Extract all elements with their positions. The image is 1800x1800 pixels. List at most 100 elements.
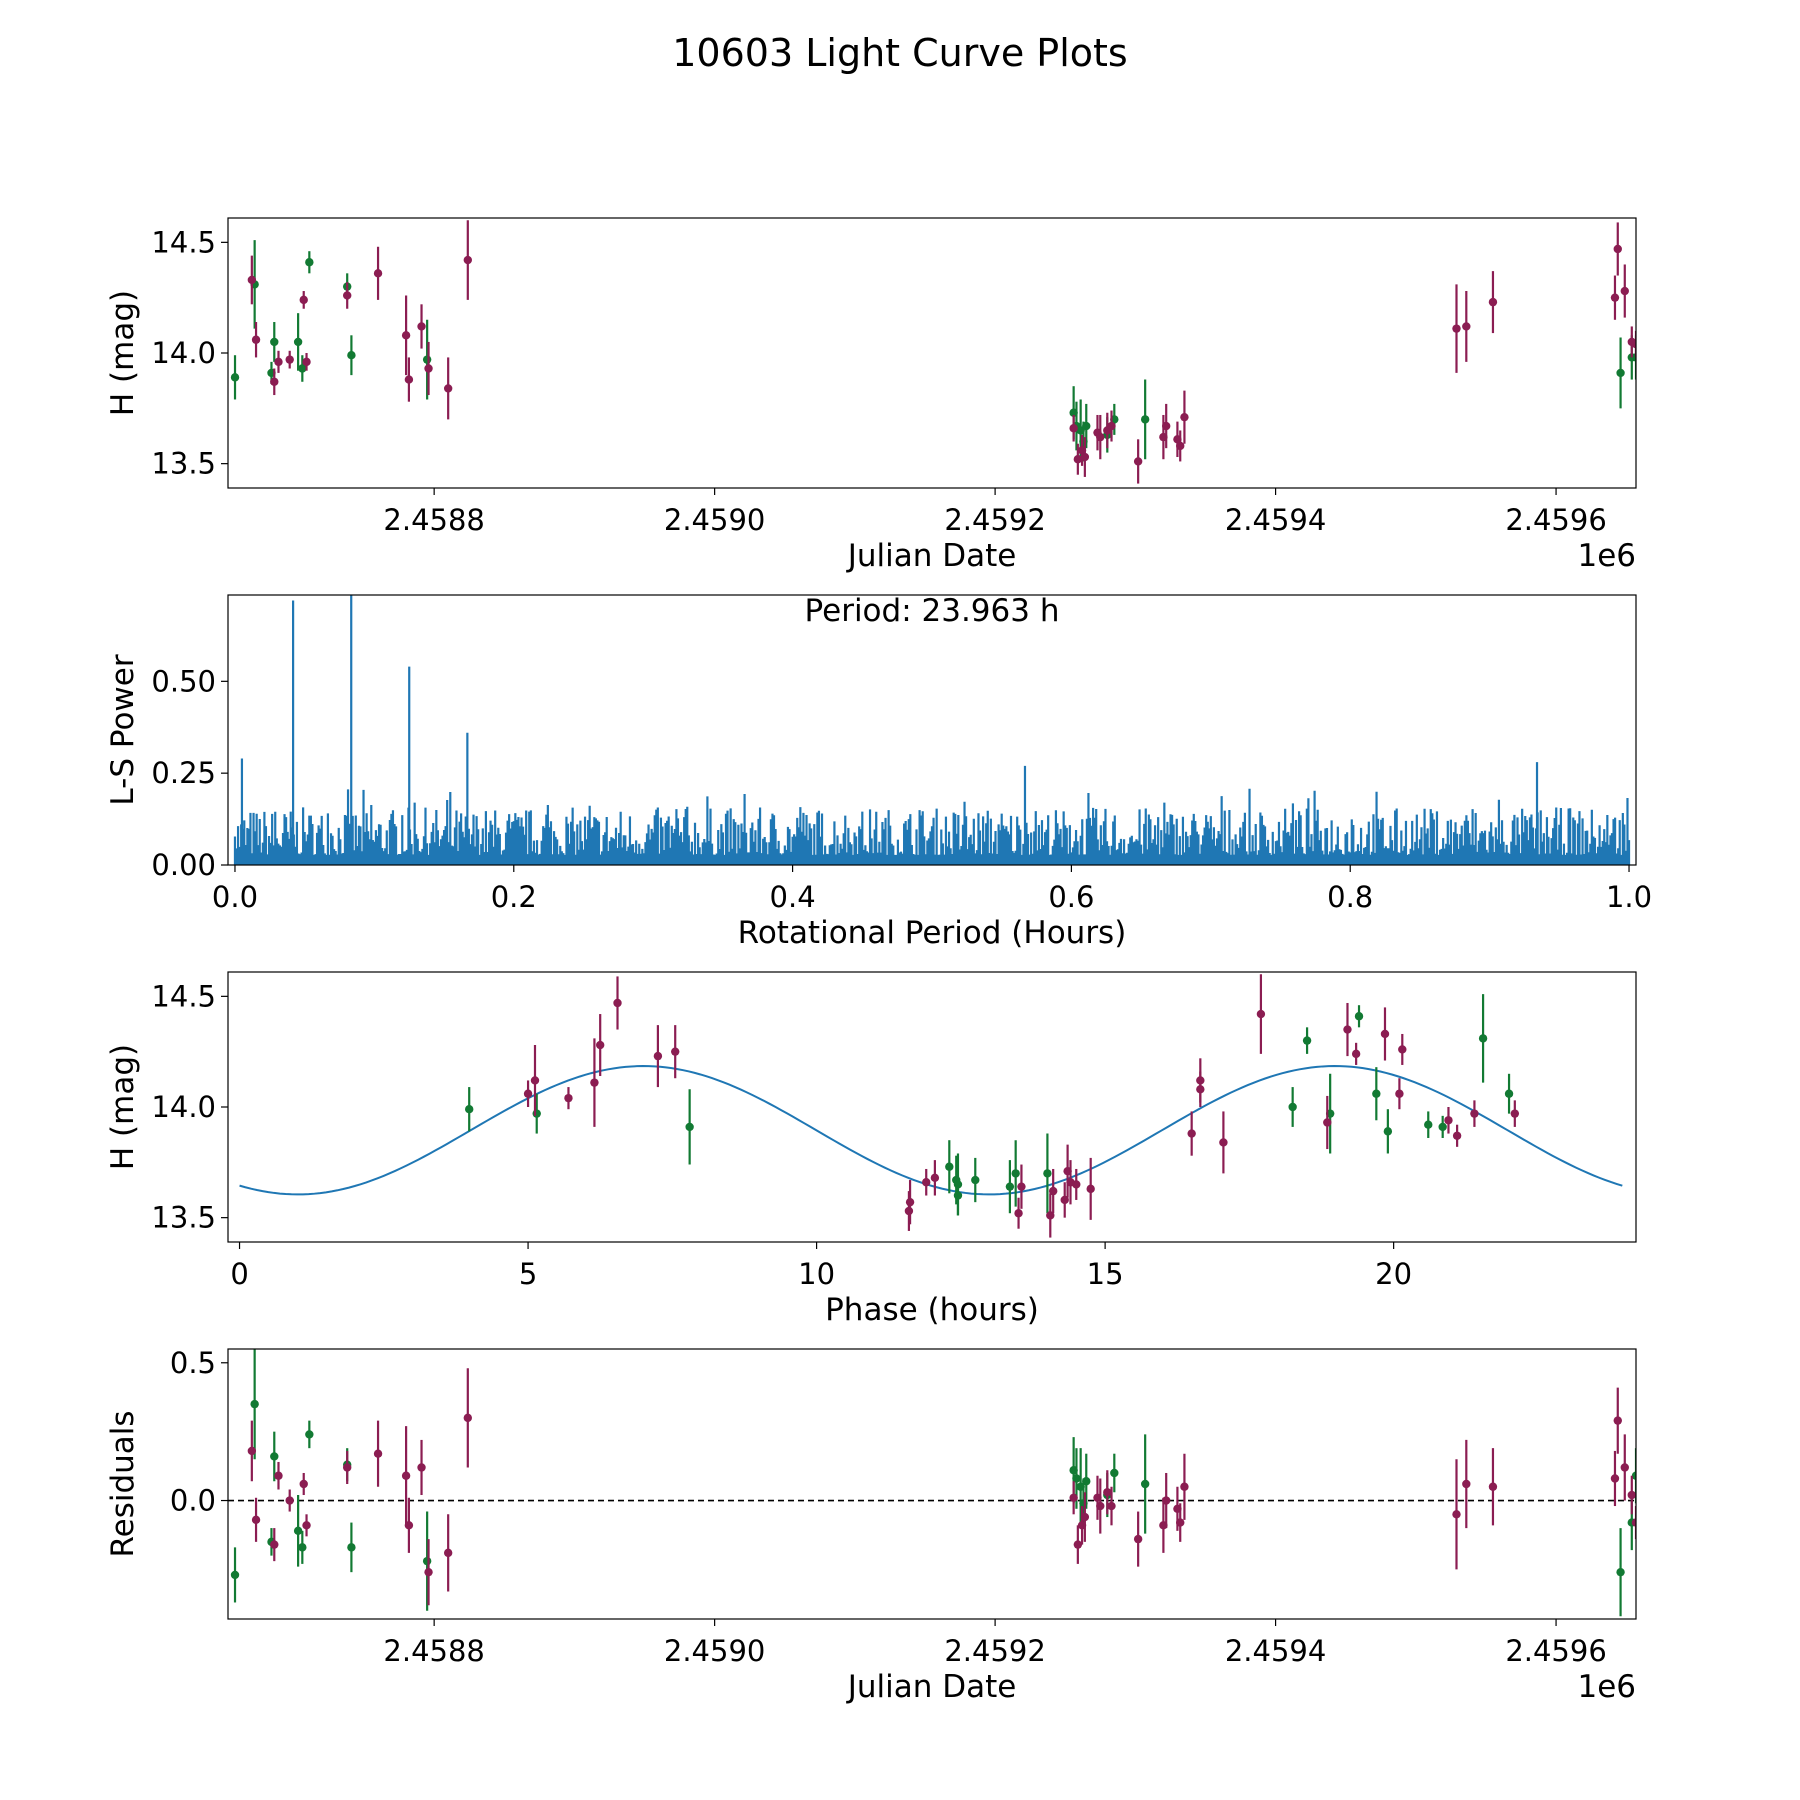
x-tick-label: 2.4588 [383,1634,484,1668]
data-point [904,1206,914,1216]
data-point [298,364,307,373]
x-axis-label: Phase (hours) [825,1292,1039,1328]
data-point [1176,1518,1185,1527]
data-point [251,335,261,344]
data-point [564,1093,573,1103]
data-point [305,258,314,267]
data-point [1103,1488,1112,1497]
data-point [250,1399,259,1409]
x-tick-label: 0 [230,1257,248,1291]
data-point [671,1047,680,1056]
data-point [1395,1089,1404,1098]
data-point [343,1463,352,1472]
data-point [424,364,433,373]
data-point [401,1471,411,1480]
data-point [1462,1479,1471,1489]
data-point [1424,1120,1433,1129]
data-point [1161,421,1171,431]
x-tick-label: 0.0 [212,880,258,914]
data-point [1133,1534,1143,1544]
data-point [1510,1109,1520,1118]
y-tick-label: 13.5 [151,1201,216,1235]
data-point [247,1446,257,1456]
data-point [1107,1501,1116,1511]
data-point [1161,1496,1171,1505]
data-point [1086,1184,1095,1194]
data-point [285,355,294,364]
data-point [590,1078,599,1087]
data-point [1180,1482,1189,1491]
data-point [422,1556,432,1566]
x-tick-label: 2.4590 [664,503,765,537]
residuals-panel: 2.4588 2.4590 2.4592 2.4594 2.4596 0.0 0.5 Juli… [105,1346,1637,1705]
phased-light-curve-panel: 0 5 10 15 20 13.5 14.0 14.5 Phase (hours) H (mag) [105,971,1637,1328]
y-tick-label: 0.50 [151,664,216,698]
data-point [1073,1540,1083,1549]
data-point [1620,1463,1629,1472]
plot-area [239,974,1623,1238]
data-point [1616,368,1625,378]
y-axis-label: H (mag) [105,290,141,416]
y-tick-label: 14.5 [151,225,216,259]
periodogram-power [233,595,1631,865]
data-point [945,1162,954,1171]
x-tick-label: 2.4594 [1225,1634,1326,1668]
series-green [230,1349,1636,1617]
x-axis-label: Julian Date [846,1669,1017,1705]
data-point [302,1521,311,1530]
plot-area [230,220,1636,484]
data-point [463,1413,473,1423]
x-axis-label: Rotational Period (Hours) [738,915,1127,951]
data-point [465,1105,474,1114]
period-annotation: Period: 23.963 h [805,593,1060,629]
data-point [523,1089,533,1098]
plot-area [228,1349,1636,1617]
data-point [251,1515,261,1525]
data-point [1014,1209,1023,1218]
data-point [424,1567,433,1577]
data-point [905,1197,915,1207]
axes-frame [227,1348,1637,1620]
data-point [298,1543,307,1552]
x-tick-label: 0.8 [1327,880,1373,914]
data-point [1631,1518,1636,1527]
data-point [1452,1131,1462,1140]
data-point [1043,1169,1052,1178]
axes-frame [227,594,1637,866]
data-point [1372,1089,1381,1098]
data-point [1005,1182,1015,1191]
data-point [1452,324,1461,333]
series-magenta [247,1368,1636,1606]
data-point [417,1463,426,1472]
data-point [1180,412,1189,422]
data-point [532,1109,541,1118]
data-point [685,1122,694,1132]
y-tick-label: 0.0 [170,1484,216,1518]
data-point [1610,293,1620,302]
data-point [653,1051,663,1061]
data-point [443,384,453,393]
axes-frame [227,217,1637,489]
data-point [1069,424,1078,433]
data-point [1082,421,1091,431]
data-point [302,357,311,367]
data-point [1080,1512,1090,1522]
data-point [1302,1036,1312,1045]
light-curve-panel: 2.4588 2.4590 2.4592 2.4594 2.4596 13.5 14.0 14… [105,217,1637,574]
data-point [613,998,622,1008]
data-point [274,1471,283,1480]
series-green [230,240,1636,462]
data-point [922,1178,931,1187]
x-tick-label: 2.4594 [1225,503,1326,537]
x-tick-label: 2.4596 [1505,503,1606,537]
data-point [1196,1085,1205,1094]
y-tick-label: 13.5 [151,447,216,481]
x-tick-label: 2.4596 [1505,1634,1606,1668]
x-tick-label: 2.4590 [664,1634,765,1668]
data-point [299,1479,308,1489]
y-tick-label: 0.25 [151,756,216,790]
data-point [1620,286,1629,296]
data-point [1610,1474,1620,1483]
data-point [1616,1567,1625,1577]
